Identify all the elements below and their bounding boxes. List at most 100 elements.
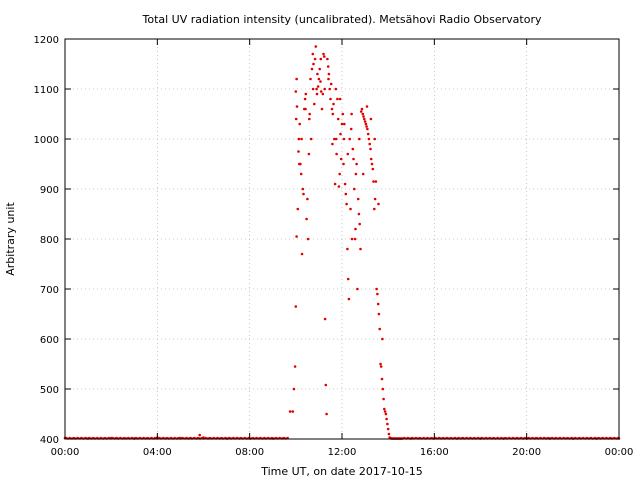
data-point xyxy=(300,137,303,141)
y-tick-label: 600 xyxy=(40,335,59,346)
data-point xyxy=(294,90,298,93)
y-tick-label: 1200 xyxy=(34,35,59,46)
data-point xyxy=(339,157,343,161)
data-point xyxy=(383,407,386,411)
data-point xyxy=(357,212,361,216)
data-point xyxy=(312,62,315,66)
data-point xyxy=(361,112,365,116)
data-point xyxy=(338,97,342,101)
data-point xyxy=(373,137,377,141)
data-point xyxy=(386,427,390,431)
data-point xyxy=(379,362,382,366)
data-point xyxy=(349,127,353,131)
data-point xyxy=(322,52,325,56)
data-point xyxy=(355,162,358,166)
x-axis-label: Time UT, on date 2017-10-15 xyxy=(260,465,423,478)
data-point xyxy=(336,117,340,121)
data-point xyxy=(353,187,356,191)
data-point xyxy=(359,110,363,113)
data-point xyxy=(386,422,389,426)
data-point xyxy=(616,436,619,439)
data-point xyxy=(321,92,325,96)
data-point xyxy=(310,67,314,71)
data-point xyxy=(324,383,328,387)
y-tick-label: 900 xyxy=(40,185,59,196)
data-point xyxy=(356,197,360,201)
data-point xyxy=(381,337,384,341)
data-point xyxy=(303,97,307,101)
data-point xyxy=(326,57,329,61)
y-tick-label: 1100 xyxy=(34,85,59,96)
data-point xyxy=(377,202,380,206)
data-point xyxy=(345,202,348,206)
data-point xyxy=(341,112,345,116)
data-point xyxy=(361,172,365,176)
y-tick-label: 800 xyxy=(40,235,59,246)
data-point xyxy=(340,122,344,126)
data-point xyxy=(385,417,388,421)
data-point xyxy=(311,52,315,56)
data-point xyxy=(332,102,335,106)
data-point xyxy=(298,162,301,166)
data-point xyxy=(298,122,302,126)
data-point xyxy=(297,137,301,141)
data-point xyxy=(307,152,311,156)
data-point xyxy=(319,57,323,61)
data-point xyxy=(365,125,368,128)
data-point xyxy=(342,137,346,141)
data-point xyxy=(327,77,330,81)
data-point xyxy=(297,150,300,153)
data-point xyxy=(383,410,387,413)
data-point xyxy=(381,387,385,391)
data-point xyxy=(351,147,355,151)
data-point xyxy=(348,137,352,141)
data-point xyxy=(316,72,319,76)
data-point xyxy=(343,182,347,186)
data-point xyxy=(338,172,342,176)
data-point xyxy=(316,85,320,88)
data-point xyxy=(344,192,348,196)
data-point xyxy=(380,377,384,381)
data-point xyxy=(313,102,316,106)
data-point xyxy=(325,412,328,416)
data-point xyxy=(304,107,307,111)
data-point xyxy=(350,237,354,241)
data-point xyxy=(295,235,298,238)
data-point xyxy=(334,137,338,141)
y-axis-tick-labels: 400 500 600 700 800 900 1000 1100 1200 xyxy=(34,35,59,446)
data-point xyxy=(346,152,350,156)
data-point xyxy=(372,180,375,183)
data-point xyxy=(339,132,342,136)
data-point xyxy=(304,92,308,96)
data-point xyxy=(300,252,304,256)
data-point xyxy=(294,117,298,121)
data-point xyxy=(371,167,375,171)
data-point xyxy=(309,137,313,141)
data-point xyxy=(375,287,378,291)
data-point xyxy=(356,287,359,291)
data-point xyxy=(333,137,336,141)
y-axis-label: Arbitrary unit xyxy=(4,202,17,276)
data-point xyxy=(317,77,321,81)
data-point xyxy=(368,142,372,146)
data-point xyxy=(301,187,305,191)
data-point xyxy=(376,292,379,296)
data-point xyxy=(329,82,333,86)
data-point xyxy=(328,87,332,91)
data-point xyxy=(333,182,337,186)
data-point xyxy=(315,92,319,96)
x-tick-label: 00:00 xyxy=(51,447,80,458)
data-point xyxy=(330,107,334,111)
y-tick-label: 700 xyxy=(40,285,59,296)
data-point xyxy=(309,77,312,81)
data-point xyxy=(358,137,361,141)
data-point xyxy=(367,137,371,141)
data-point xyxy=(354,227,357,231)
data-point xyxy=(326,65,330,68)
y-tick-label: 500 xyxy=(40,385,59,396)
data-point xyxy=(342,162,345,166)
data-point xyxy=(336,97,339,101)
data-point xyxy=(308,117,311,121)
data-point xyxy=(373,197,377,201)
